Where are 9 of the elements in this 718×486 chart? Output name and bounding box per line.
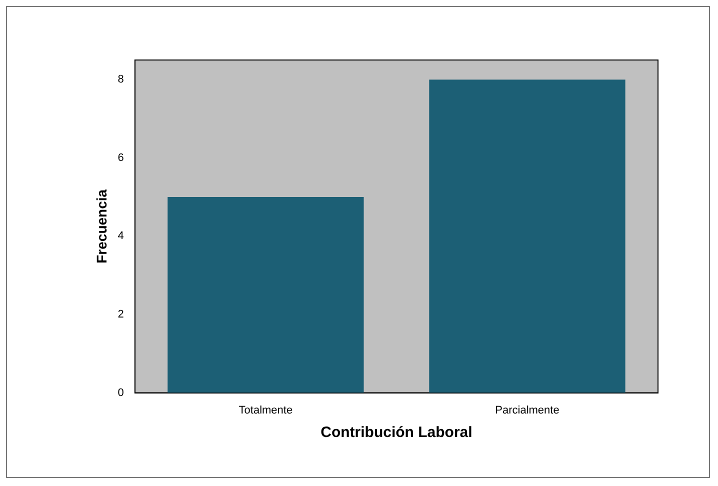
y-tick-label: 8 (118, 74, 124, 86)
y-tick-label: 4 (118, 230, 124, 242)
x-axis-title: Contribución Laboral (320, 424, 472, 442)
y-axis-title: Frecuencia (93, 189, 110, 264)
x-tick-label: Totalmente (238, 404, 293, 416)
y-tick-label: 6 (118, 152, 124, 164)
x-tick-label: Parcialmente (495, 404, 560, 416)
y-tick-label: 0 (118, 386, 124, 399)
y-tick-label: 2 (118, 308, 124, 321)
